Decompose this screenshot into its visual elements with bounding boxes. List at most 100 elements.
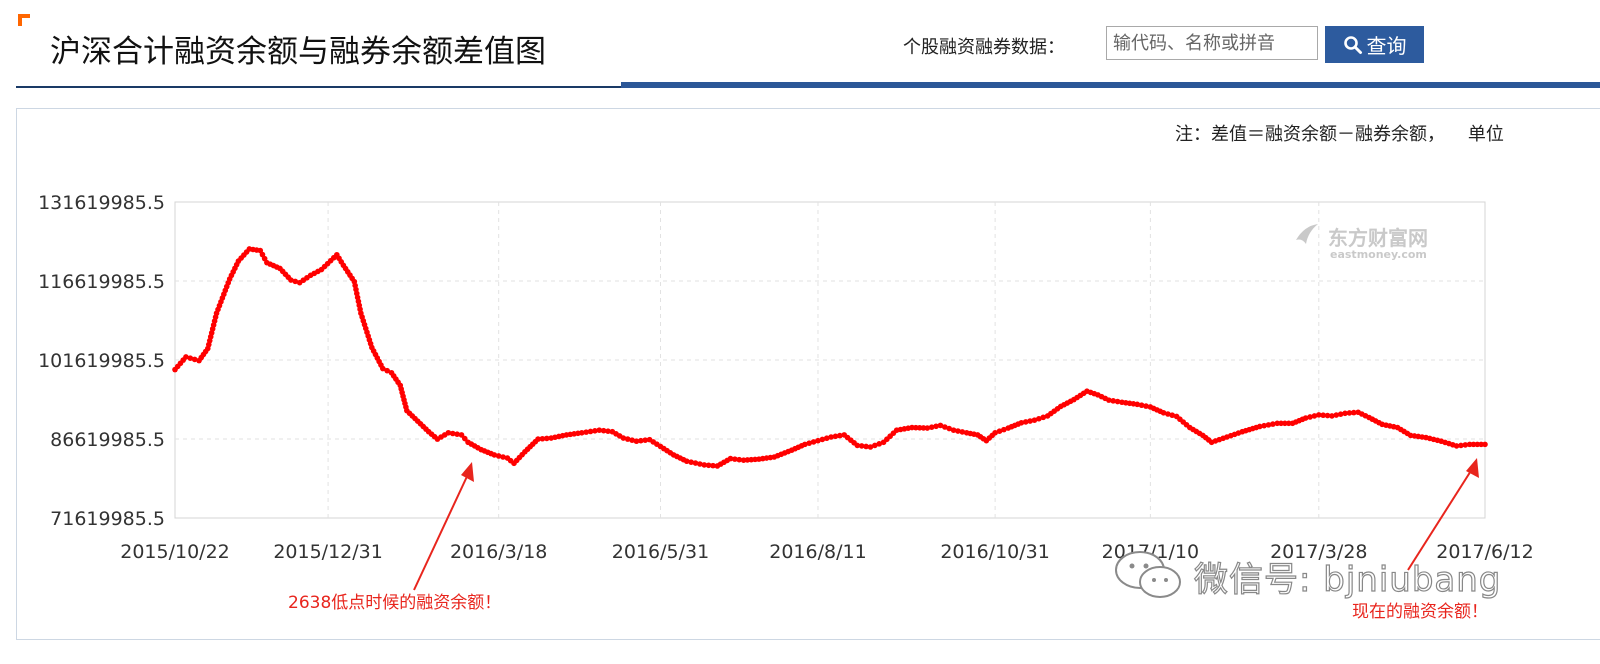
data-point (1462, 442, 1469, 448)
data-point (495, 453, 502, 459)
y-tick-label: 101619985.5 (38, 350, 165, 372)
data-point (1106, 397, 1112, 403)
data-point (1160, 409, 1167, 416)
data-point (384, 367, 390, 374)
data-point (458, 432, 465, 438)
data-point (1169, 412, 1176, 419)
data-point (1134, 401, 1141, 408)
data-point (1458, 442, 1464, 449)
data-point (1036, 415, 1042, 422)
data-point (863, 443, 869, 450)
data-point (1302, 415, 1309, 421)
data-point (1478, 441, 1484, 448)
data-point (810, 439, 817, 445)
data-point (727, 455, 734, 462)
data-point (288, 277, 294, 283)
data-point (701, 462, 708, 468)
data-point (183, 354, 189, 360)
data-point (1261, 422, 1267, 429)
data-point (950, 427, 957, 433)
data-point (854, 442, 861, 449)
x-tick-label: 2016/5/31 (612, 541, 709, 563)
search-icon (1343, 35, 1362, 54)
data-point (955, 428, 961, 434)
y-tick-label: 131619985.5 (38, 192, 165, 214)
data-point (1453, 443, 1460, 449)
y-tick-label: 86619985.5 (50, 429, 165, 451)
y-tick-label: 71619985.5 (50, 508, 165, 530)
chart-note: 注：差值＝融资余额－融券余额， 单位 (1175, 124, 1504, 145)
data-point (578, 429, 585, 436)
annotation-current: 现在的融资余额！ (1352, 602, 1488, 622)
data-point (461, 435, 468, 442)
data-point (942, 424, 948, 430)
data-point (867, 444, 874, 450)
data-point (858, 443, 865, 449)
search-input[interactable] (1106, 26, 1318, 60)
page-title: 沪深合计融资余额与融券余额差值图 (50, 34, 546, 70)
search-button[interactable]: 查询 (1325, 26, 1424, 63)
data-point (600, 427, 607, 434)
data-point (823, 435, 830, 442)
data-point (992, 429, 998, 436)
data-point (1022, 419, 1029, 425)
data-point (1350, 409, 1357, 416)
y-tick-label: 116619985.5 (38, 271, 165, 293)
x-tick-label: 2016/10/31 (940, 541, 1050, 563)
wechat-watermark: 微信号: bjniubang (1112, 548, 1501, 604)
data-point (819, 436, 826, 443)
data-point (500, 454, 506, 460)
data-point (937, 422, 944, 429)
header-bar (621, 82, 1600, 88)
data-point (445, 429, 452, 436)
data-point (692, 460, 699, 466)
data-point (1324, 412, 1331, 419)
data-point (1256, 423, 1263, 430)
data-point (1342, 410, 1348, 417)
data-point (543, 435, 550, 442)
x-tick-label: 2016/3/18 (450, 541, 547, 563)
data-point (946, 425, 952, 432)
data-point (449, 430, 456, 437)
data-point (1329, 413, 1335, 419)
data-point (629, 437, 635, 443)
data-point (1311, 413, 1318, 419)
search-button-label: 查询 (1366, 34, 1407, 58)
data-point (1315, 412, 1322, 418)
data-point (191, 356, 198, 363)
data-point (933, 423, 939, 430)
data-point (633, 438, 640, 445)
data-point (1001, 426, 1007, 433)
data-point (1027, 418, 1033, 424)
x-tick-label: 2015/10/22 (120, 541, 230, 563)
data-point (292, 278, 299, 285)
data-point (872, 442, 878, 449)
data-point (815, 437, 821, 444)
data-point (187, 355, 194, 361)
x-tick-label: 2017/3/28 (1270, 541, 1367, 563)
data-point (736, 456, 743, 463)
data-point (454, 431, 460, 437)
data-point (1320, 412, 1326, 419)
data-point (705, 462, 712, 469)
data-point (1285, 420, 1292, 427)
data-point (996, 428, 1003, 435)
data-point (620, 435, 627, 441)
x-tick-label: 2017/6/12 (1436, 541, 1533, 563)
data-point (1040, 414, 1047, 421)
x-tick-label: 2015/12/31 (273, 541, 383, 563)
arrow-low-point-head (461, 462, 474, 482)
title-underline (16, 86, 621, 88)
data-point (1110, 398, 1117, 404)
data-point (1165, 411, 1171, 417)
data-point (1265, 422, 1272, 428)
data-point (710, 462, 716, 469)
data-point (1307, 414, 1313, 420)
x-tick-label: 2016/8/11 (769, 541, 866, 563)
data-point (688, 459, 694, 465)
data-point (642, 437, 649, 443)
data-point (683, 458, 690, 465)
data-point (1346, 410, 1353, 416)
chart-panel (16, 108, 1600, 640)
